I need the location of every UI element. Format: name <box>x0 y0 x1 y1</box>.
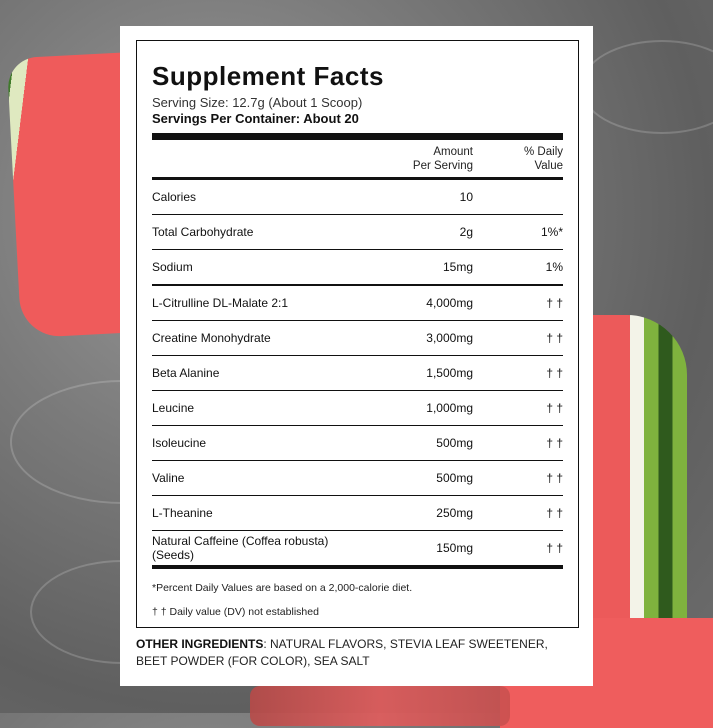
ingredient-dv: † † <box>546 471 563 485</box>
nutrient-amount: 2g <box>459 225 473 239</box>
label-panel: Supplement Facts Serving Size: 12.7g (Ab… <box>120 26 593 686</box>
ingredient-name: L-Citrulline DL-Malate 2:1 <box>152 296 289 310</box>
ingredient-dv: † † <box>546 331 563 345</box>
serving-size: Serving Size: 12.7g (About 1 Scoop) <box>152 95 363 110</box>
table-row: Valine 500mg † † <box>152 461 563 496</box>
ingredient-amount: 500mg <box>436 471 473 485</box>
ingredient-dv: † † <box>546 296 563 310</box>
ingredient-dv: † † <box>546 506 563 520</box>
ingredient-amount: 250mg <box>436 506 473 520</box>
facts-title: Supplement Facts <box>152 61 384 91</box>
ingredient-name: Creatine Monohydrate <box>152 331 271 345</box>
ingredient-name: Beta Alanine <box>152 366 220 380</box>
water-ripple <box>580 40 713 134</box>
other-ingredients: OTHER INGREDIENTS: NATURAL FLAVORS, STEV… <box>136 636 579 670</box>
other-ingredients-text: : NATURAL FLAVORS, STEVIA LEAF SWEETENER… <box>136 637 548 668</box>
footnote-dv-not-established: † † Daily value (DV) not established <box>152 606 319 618</box>
table-row: Beta Alanine 1,500mg † † <box>152 356 563 391</box>
header-daily-value: % Daily Value <box>524 145 563 172</box>
table-row: L-Theanine 250mg † † <box>152 496 563 531</box>
nutrient-amount: 10 <box>459 190 473 204</box>
ingredient-dv: † † <box>546 436 563 450</box>
ingredient-amount: 1,500mg <box>426 366 473 380</box>
ingredient-amount: 3,000mg <box>426 331 473 345</box>
table-header: Amount Per Serving % Daily Value <box>152 140 563 180</box>
ingredient-name: Natural Caffeine (Coffea robusta) (Seeds… <box>152 534 329 562</box>
table-row: Creatine Monohydrate 3,000mg † † <box>152 321 563 356</box>
table-row: Isoleucine 500mg † † <box>152 426 563 461</box>
table-row: Calories 10 <box>152 180 563 215</box>
nutrient-dv: 1% <box>545 260 563 274</box>
ingredient-name: Leucine <box>152 401 195 415</box>
footnote-percent-dv: *Percent Daily Values are based on a 2,0… <box>152 582 413 594</box>
ingredient-amount: 150mg <box>436 541 473 555</box>
table-row: Total Carbohydrate 2g 1%* <box>152 215 563 250</box>
ingredient-amount: 500mg <box>436 436 473 450</box>
supplement-facts-box: Supplement Facts Serving Size: 12.7g (Ab… <box>136 40 579 628</box>
ingredient-dv: † † <box>546 541 563 555</box>
divider <box>152 133 563 140</box>
ingredient-name: Valine <box>152 471 185 485</box>
table-row: Sodium 15mg 1% <box>152 250 563 286</box>
ingredient-amount: 1,000mg <box>426 401 473 415</box>
watermelon-slice-image <box>592 315 687 660</box>
nutrient-name: Sodium <box>152 260 193 274</box>
servings-per-container: Servings Per Container: About 20 <box>152 111 359 126</box>
nutrient-amount: 15mg <box>442 260 473 274</box>
ingredient-dv: † † <box>546 366 563 380</box>
ingredient-amount: 4,000mg <box>426 296 473 310</box>
nutrient-dv: 1%* <box>540 225 563 239</box>
watermelon-slice-image <box>250 686 510 726</box>
nutrient-name: Total Carbohydrate <box>152 225 254 239</box>
table-row: L-Citrulline DL-Malate 2:1 4,000mg † † <box>152 286 563 321</box>
ingredient-name: L-Theanine <box>152 506 213 520</box>
ingredient-dv: † † <box>546 401 563 415</box>
header-amount: Amount Per Serving <box>412 145 473 172</box>
table-row: Natural Caffeine (Coffea robusta) (Seeds… <box>152 531 563 569</box>
other-ingredients-label: OTHER INGREDIENTS <box>136 637 264 651</box>
nutrient-name: Calories <box>152 190 197 204</box>
ingredient-name: Isoleucine <box>152 436 207 450</box>
table-row: Leucine 1,000mg † † <box>152 391 563 426</box>
